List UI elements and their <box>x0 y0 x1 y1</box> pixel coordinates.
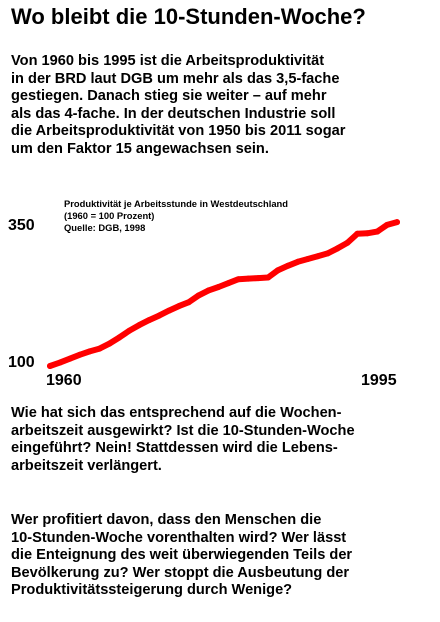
y-tick-label-350: 350 <box>8 217 35 234</box>
question2-line: die Enteignung des weit überwiegenden Te… <box>11 547 353 563</box>
data-point-1972 <box>166 307 172 314</box>
question2-line: Bevölkerung zu? Wer stoppt die Ausbeutun… <box>11 564 350 581</box>
x-tick-label-1960: 1960 <box>46 372 82 389</box>
chart-title: Produktivität je Arbeitsstunde in Westde… <box>64 198 384 234</box>
data-point-1974 <box>185 299 192 306</box>
x-tick-label-1995: 1995 <box>361 372 397 389</box>
data-point-1967 <box>116 334 123 341</box>
data-point-1988 <box>324 250 331 257</box>
data-point-1962 <box>66 355 73 362</box>
data-point-1994 <box>384 221 391 228</box>
data-point-1975 <box>195 292 202 299</box>
intro-line: die Arbeitsproduktivität von 1950 bis 20… <box>11 123 346 139</box>
data-point-1976 <box>205 287 212 294</box>
intro-line: als das 4-fache. In der deutschen Indust… <box>11 105 336 122</box>
data-point-1969 <box>136 322 143 329</box>
chart-subtitle-line: (1960 = 100 Prozent) <box>64 210 155 221</box>
question2-line: Wer profitiert davon, dass den Menschen … <box>11 512 322 528</box>
data-point-1965 <box>96 345 103 352</box>
intro-paragraph: Von 1960 bis 1995 ist die Arbeitsprodukt… <box>11 53 431 158</box>
question-paragraph-1: Wie hat sich das entsprechend auf die Wo… <box>11 405 431 475</box>
data-point-1970 <box>146 317 153 324</box>
data-point-1973 <box>175 303 182 310</box>
data-point-1984 <box>284 262 291 269</box>
intro-line: um den Faktor 15 angewachsen sein. <box>11 140 269 157</box>
data-point-1981 <box>255 275 262 282</box>
question-paragraph-2: Wer profitiert davon, dass den Menschen … <box>11 512 431 600</box>
data-point-1991 <box>354 230 361 237</box>
question2-line: Produktivitätssteigerung durch Wenige? <box>11 582 293 598</box>
data-point-1993 <box>374 228 381 235</box>
intro-line: Von 1960 bis 1995 ist die Arbeitsprodukt… <box>11 53 325 69</box>
question2-line: 10-Stunden-Woche vorenthalten wird? Wer … <box>11 529 347 546</box>
data-point-1983 <box>275 267 281 274</box>
data-point-1963 <box>76 351 83 358</box>
chart-source-line: Quelle: DGB, 1998 <box>64 222 146 233</box>
question1-line: arbeitszeit verlängert. <box>11 457 162 474</box>
data-point-1990 <box>344 239 351 246</box>
page-title: Wo bleibt die 10-Stunden-Woche? <box>11 4 366 29</box>
data-point-1995 <box>394 219 400 226</box>
data-point-1961 <box>56 359 63 366</box>
data-point-1992 <box>364 230 371 237</box>
data-point-1982 <box>265 274 272 281</box>
intro-line: gestiegen. Danach stieg sie weiter – auf… <box>11 88 327 104</box>
data-point-1989 <box>334 245 341 252</box>
data-point-1987 <box>314 253 321 260</box>
question1-line: Wie hat sich das entsprechend auf die Wo… <box>11 405 342 421</box>
chart-title-line: Produktivität je Arbeitsstunde in Westde… <box>64 198 288 209</box>
question1-line: eingeführt? Nein! Stattdessen wird die L… <box>11 440 338 456</box>
y-tick-label-100: 100 <box>8 354 35 371</box>
data-point-1964 <box>86 348 93 355</box>
data-point-1968 <box>126 327 133 334</box>
data-point-1971 <box>156 312 163 319</box>
data-point-1978 <box>225 280 232 287</box>
data-point-1979 <box>235 276 242 283</box>
data-point-1977 <box>215 284 222 290</box>
data-point-1980 <box>245 275 252 282</box>
data-point-1986 <box>304 256 311 262</box>
data-point-1966 <box>106 340 113 347</box>
question1-line: arbeitszeit ausgewirkt? Ist die 10-Stund… <box>11 422 355 439</box>
data-point-1960 <box>47 363 53 369</box>
intro-line: in der BRD laut DGB um mehr als das 3,5-… <box>11 70 340 87</box>
data-point-1985 <box>294 258 301 265</box>
